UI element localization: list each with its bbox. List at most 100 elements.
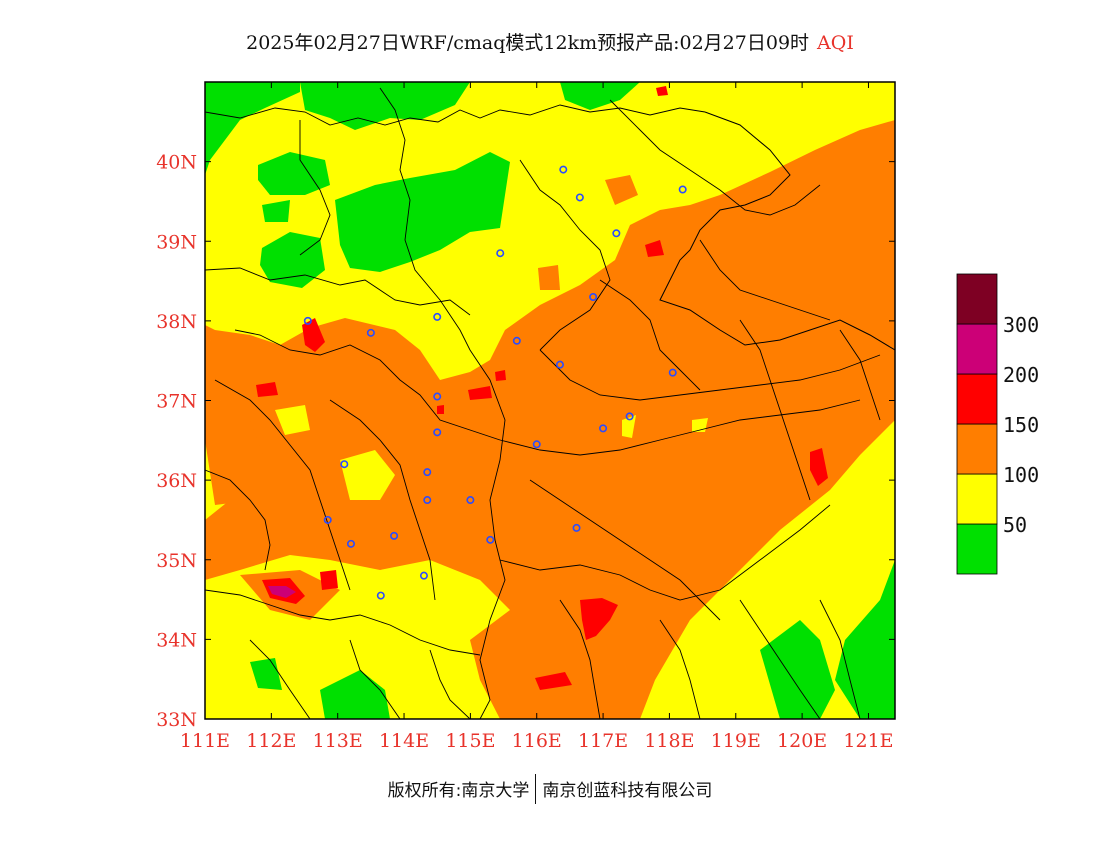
city-marker [303,316,312,325]
lon-tick-label: 111E [180,730,230,752]
aqi-region-orange-w [205,420,265,505]
city-marker [559,165,568,174]
title-main: 2025年02月27日WRF/cmaq模式12km预报产品:02月27日09时 [246,32,810,54]
aqi-region-green-d [262,200,290,222]
colorbar-segment [956,523,998,575]
lat-tick-label: 34N [156,629,197,651]
colorbar-segment [956,273,998,325]
footer-copyright: 版权所有:南京大学 [387,781,530,801]
colorbar-label: 50 [1003,513,1027,537]
aqi-colorbar: 50 100 150 200 300 [956,273,1039,575]
city-marker [346,539,355,548]
lon-tick-label: 112E [246,730,296,752]
admin-boundaries [205,87,881,719]
aqi-region-magenta [268,586,296,598]
colorbar-label: 150 [1003,413,1039,437]
aqi-region-orange-n2 [538,265,560,290]
city-marker [390,531,399,540]
lon-tick-label: 121E [843,730,893,752]
aqi-region-green-a [258,152,330,195]
coastline [659,111,895,351]
city-marker [433,428,442,437]
lon-tick-label: 116E [512,730,562,752]
city-marker [496,249,505,258]
colorbar-label: 300 [1003,313,1039,337]
colorbar-segment [956,423,998,475]
city-marker [433,312,442,321]
aqi-region-red-11 [437,405,444,414]
title-variable: AQI [817,32,854,54]
aqi-region-red-9 [468,386,492,400]
city-marker [612,229,621,238]
map-title: 2025年02月27日WRF/cmaq模式12km预报产品:02月27日09时 A… [0,28,1100,55]
aqi-region-green-ne [560,82,640,110]
aqi-region-red-2 [256,382,278,397]
city-markers [303,165,687,600]
footer-company: 南京创蓝科技有限公司 [542,781,713,801]
aqi-hole-yellow-3 [380,580,450,630]
aqi-region-red-10 [495,370,506,381]
aqi-region-orange-n1 [605,175,638,205]
city-marker [466,496,475,505]
lon-tick-label: 117E [578,730,628,752]
lon-tick-label: 113E [313,730,363,752]
lat-tick-label: 33N [156,709,197,731]
lon-tick-label: 120E [777,730,827,752]
aqi-region-red-6 [320,570,338,590]
aqi-region-red-3 [645,240,664,257]
aqi-region-orange-main [205,120,895,719]
aqi-hole-yellow-5 [692,418,708,432]
city-marker [575,193,584,202]
aqi-hole-yellow-1 [340,450,395,500]
city-marker [625,412,634,421]
lon-tick-label: 114E [379,730,429,752]
city-marker [668,368,677,377]
city-marker [486,535,495,544]
city-marker [423,496,432,505]
aqi-region-green-s [760,620,835,719]
aqi-region-orange-w2 [290,430,350,520]
lat-tick-label: 39N [156,231,197,253]
colorbar-segment [956,473,998,525]
city-marker [376,591,385,600]
lon-tick-label: 119E [711,730,761,752]
city-marker [423,468,432,477]
aqi-region-green-n [300,82,470,130]
latitude-axis: 33N 34N 35N 36N 37N 38N 39N 40N [156,152,895,731]
colorbar-label: 200 [1003,363,1039,387]
city-marker [572,523,581,532]
aqi-region-red-1 [302,318,325,352]
aqi-hole-yellow-2 [275,405,310,435]
city-marker [555,360,564,369]
aqi-region-red-7 [580,598,618,640]
city-marker [599,424,608,433]
city-marker [532,440,541,449]
aqi-field [205,82,895,719]
aqi-region-green-c [260,232,325,288]
city-marker [323,515,332,524]
aqi-region-green-b [335,152,510,272]
city-marker [678,185,687,194]
lat-tick-label: 40N [156,152,197,174]
city-marker [512,336,521,345]
lon-tick-label: 115E [445,730,495,752]
city-marker [419,571,428,580]
aqi-region-red-4 [810,448,828,486]
colorbar-segment [956,373,998,425]
lat-tick-label: 38N [156,311,197,333]
city-marker [366,328,375,337]
footer-separator [535,774,537,804]
colorbar-label: 100 [1003,463,1039,487]
aqi-hole-yellow-4 [622,415,636,438]
footer-credits: 版权所有:南京大学 南京创蓝科技有限公司 [0,774,1100,806]
aqi-region-red-8 [535,672,572,690]
aqi-region-green-nw [205,82,300,175]
city-marker [433,392,442,401]
aqi-region-red-top [656,86,668,96]
lat-tick-label: 36N [156,470,197,492]
lon-tick-label: 118E [644,730,694,752]
lat-tick-label: 37N [156,391,197,413]
colorbar-segment [956,323,998,375]
city-marker [589,292,598,301]
